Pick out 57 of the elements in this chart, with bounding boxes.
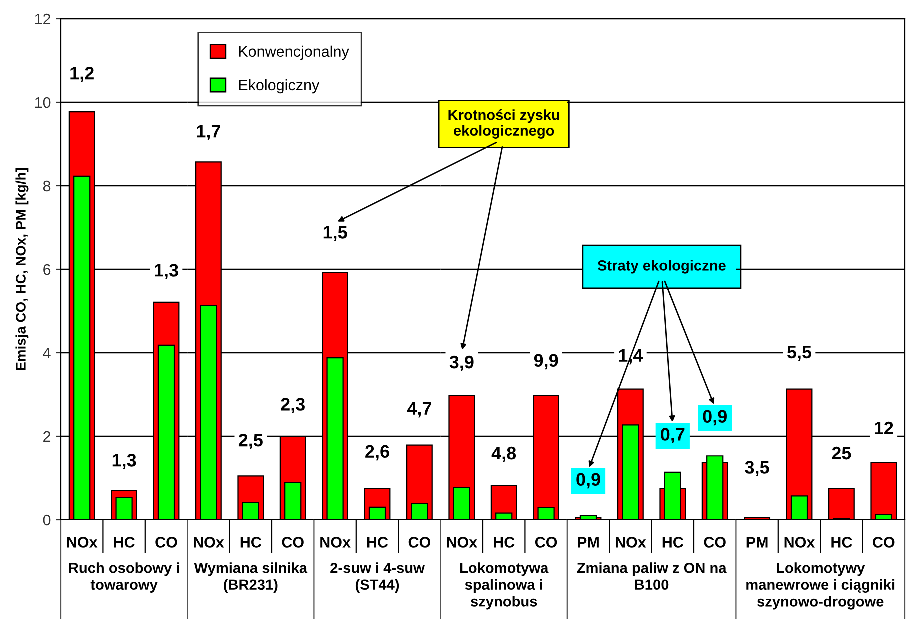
x-tick-label: CO	[156, 537, 178, 548]
x-tick-label: HC	[114, 537, 135, 548]
y-tick-label: 0	[43, 514, 51, 526]
annotation: 2,3	[281, 398, 305, 414]
annotation: 1,3	[112, 454, 136, 470]
text: 2-suw i 4-suw (ST44)	[330, 562, 425, 593]
x-tick-label: CO	[408, 537, 431, 548]
x-tick-label: NOx	[194, 537, 224, 548]
x-tick-label: NOx	[616, 537, 646, 548]
annotation: 0,9	[576, 473, 600, 489]
x-tick-label: HC	[240, 537, 262, 548]
annotation: 1,5	[324, 226, 348, 242]
annotation: Straty ekologiczne	[598, 260, 726, 274]
x-tick-label: PM	[746, 537, 768, 548]
x-tick-label: CO	[873, 537, 895, 548]
x-tick-label: HC	[832, 537, 852, 548]
annotation: 1,7	[197, 125, 220, 140]
text: Lokomotywa spalinowa i szynobus	[460, 562, 549, 610]
x-tick-label: HC	[367, 537, 388, 548]
annotation: 2,6	[366, 445, 390, 461]
x-tick-label: CO	[704, 537, 726, 548]
annotation: 5,5	[788, 346, 812, 362]
text: Ruch osobowy i towarowy	[69, 562, 180, 593]
annotation: 1,2	[70, 67, 94, 82]
annotation: 1,3	[155, 264, 178, 280]
x-tick-label: NOx	[67, 537, 98, 548]
y-axis-title: Emisja CO, HC, NOx, PM [kg/h]	[16, 168, 29, 370]
legend-label: Ekologiczny	[239, 79, 320, 94]
annotation: 3,5	[745, 461, 770, 477]
text: Lokomotywy manewrowe i ciągniki szynowo-drogowe	[746, 562, 895, 610]
text: Wymiana silnika (BR231)	[194, 562, 308, 593]
y-tick-label: 12	[35, 14, 51, 25]
x-tick-label: CO	[282, 537, 304, 548]
legend-label: Konwencjonalny	[239, 46, 350, 60]
annotation: 9,9	[534, 354, 558, 370]
x-tick-label: CO	[535, 537, 558, 548]
y-tick-label: 8	[43, 180, 51, 192]
x-tick-label: HC	[494, 537, 515, 548]
y-tick-label: 4	[43, 348, 51, 359]
annotation: Krotności zysku ekologicznego	[448, 109, 560, 139]
annotation: 12	[874, 422, 894, 434]
y-tick-label: 2	[44, 431, 51, 442]
annotation: 2,5	[238, 434, 263, 450]
x-tick-label: NOx	[784, 537, 816, 548]
x-tick-label: HC	[662, 537, 684, 548]
annotation: 25	[832, 446, 852, 460]
annotation: 0,9	[703, 410, 727, 426]
x-tick-label: NOx	[447, 537, 478, 548]
annotation: 0,7	[661, 428, 685, 444]
annotation: 3,9	[450, 356, 474, 372]
y-tick-label: 10	[35, 97, 51, 108]
x-tick-label: NOx	[320, 537, 351, 548]
annotation: 4,7	[407, 402, 432, 418]
annotation: 4,8	[492, 446, 516, 462]
x-tick-label: PM	[578, 537, 599, 548]
y-tick-label: 6	[44, 264, 51, 276]
text: Zmiana paliw z ON na B100	[577, 562, 727, 590]
